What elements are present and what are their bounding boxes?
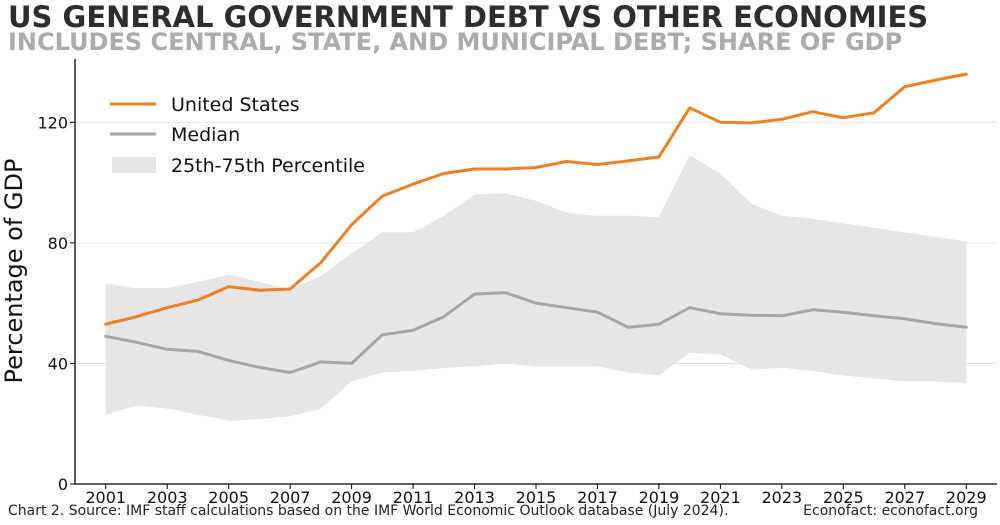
legend: United States Median 25th-75th Percentil…	[110, 94, 365, 177]
y-tick-label-40: 40	[48, 354, 68, 373]
legend-label-median: Median	[171, 124, 240, 146]
series-line-united-states	[104, 72, 968, 326]
x-tick-label-2029: 2029	[946, 488, 987, 507]
series-lines	[104, 72, 968, 374]
y-tick-label-80: 80	[48, 234, 68, 253]
credit-note: Econofact: econofact.org	[803, 503, 978, 519]
x-tick-label-2009: 2009	[331, 488, 372, 507]
x-tick-label-2013: 2013	[454, 488, 495, 507]
x-tick-label-2027: 2027	[884, 488, 925, 507]
chart-title: US GENERAL GOVERNMENT DEBT VS OTHER ECON…	[8, 0, 929, 34]
source-note: Chart 2. Source: IMF staff calculations …	[8, 503, 729, 519]
x-tick-label-2017: 2017	[577, 488, 618, 507]
x-tick-label-2015: 2015	[516, 488, 557, 507]
y-tick-label-120: 120	[37, 113, 68, 132]
tick-labels: 2001 2003 2005 2007 2009 2011 2013 2015 2017 2019…	[37, 113, 986, 507]
x-tick-label-2023: 2023	[762, 488, 803, 507]
x-tick-label-2003: 2003	[147, 488, 188, 507]
percentile-band	[105, 155, 967, 421]
x-tick-label-2001: 2001	[85, 488, 126, 507]
y-tick-label-0: 0	[58, 475, 68, 494]
legend-swatch-percentile	[112, 157, 156, 173]
percentile-band-layer	[105, 155, 967, 421]
x-tick-label-2011: 2011	[393, 488, 434, 507]
legend-label-united-states: United States	[171, 94, 300, 116]
x-tick-label-2025: 2025	[823, 488, 864, 507]
x-tick-label-2005: 2005	[208, 488, 249, 507]
chart-subtitle: INCLUDES CENTRAL, STATE, AND MUNICIPAL D…	[8, 28, 903, 56]
x-tick-label-2021: 2021	[700, 488, 741, 507]
legend-label-percentile: 25th-75th Percentile	[171, 155, 365, 177]
y-axis-label: Percentage of GDP	[0, 159, 28, 384]
series-line-median	[104, 291, 968, 374]
x-tick-label-2019: 2019	[639, 488, 680, 507]
x-tick-label-2007: 2007	[270, 488, 311, 507]
